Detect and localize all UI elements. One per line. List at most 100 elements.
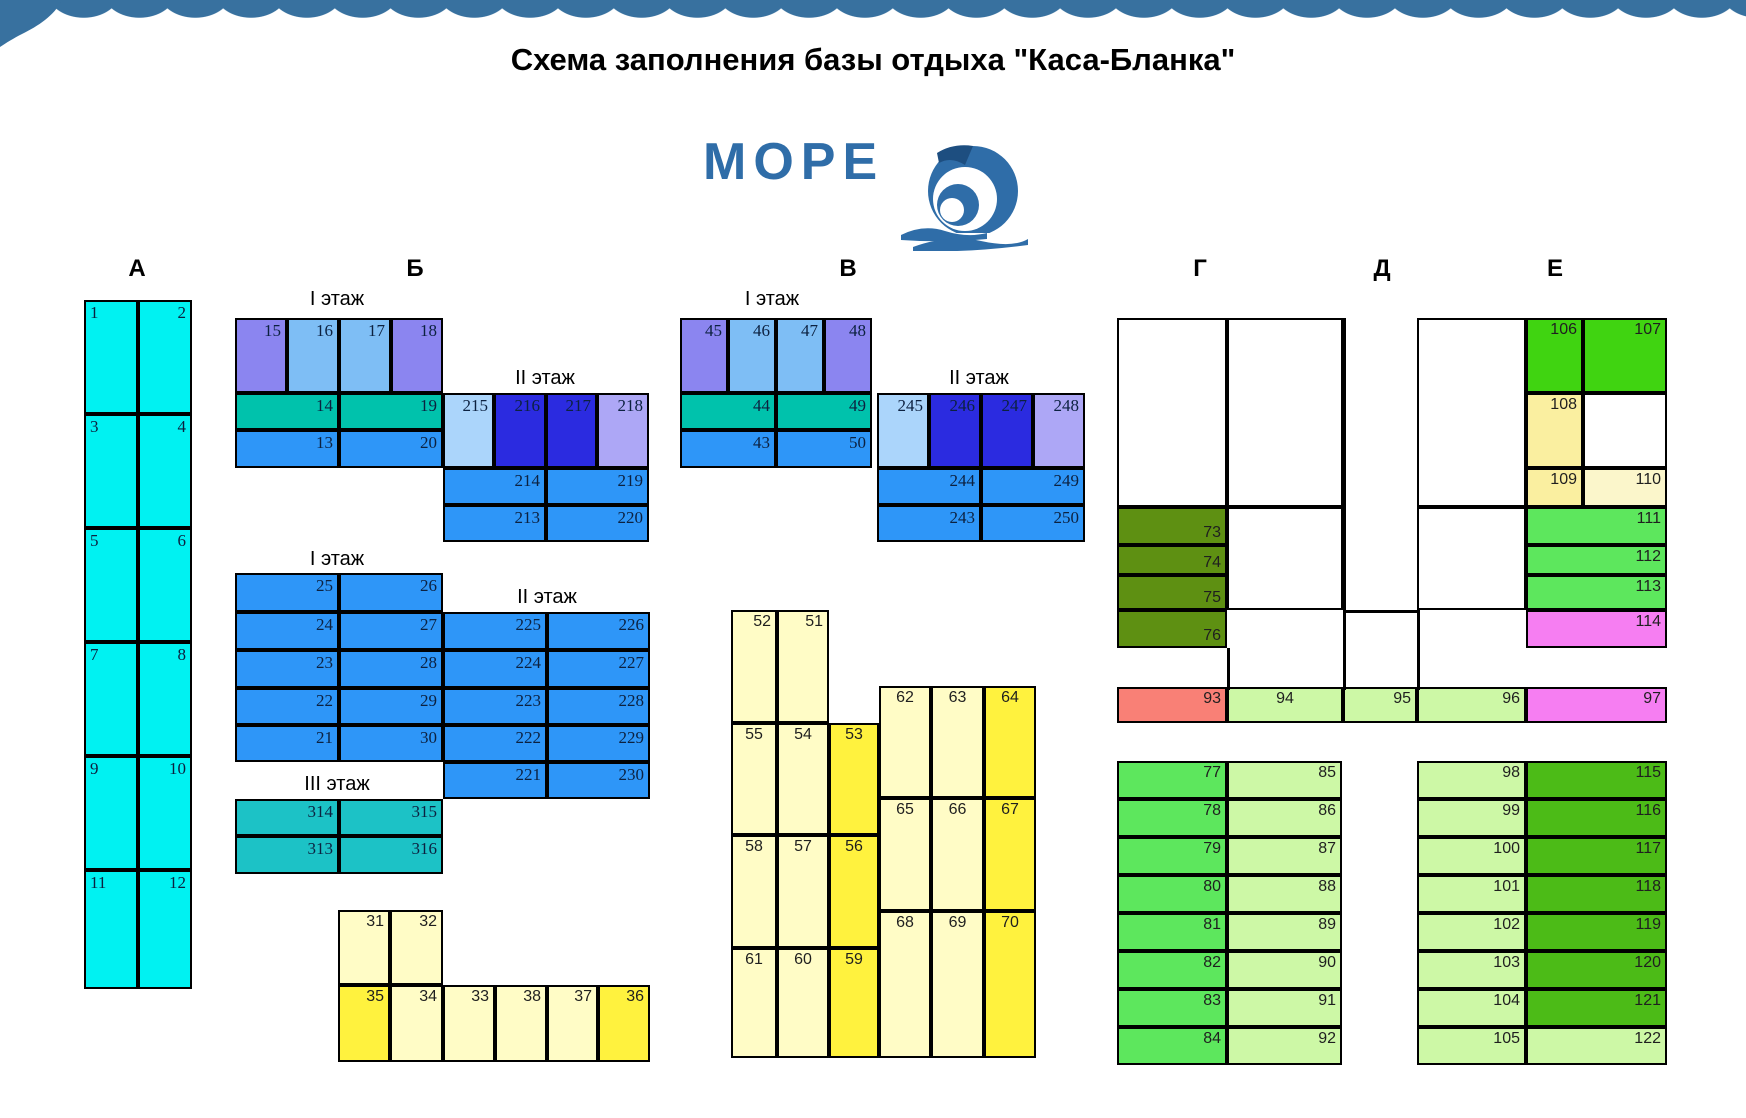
room-number: 52 — [753, 613, 771, 630]
room-228: 228 — [547, 688, 650, 725]
room-313: 313 — [235, 836, 339, 874]
room-number: 113 — [1635, 578, 1661, 595]
floor-label: I этаж — [309, 548, 365, 570]
room-109: 109 — [1526, 468, 1583, 507]
room-number: 222 — [515, 728, 542, 747]
floor-label: II этаж — [517, 586, 577, 608]
room-number: 32 — [419, 913, 437, 930]
room-number: 243 — [949, 508, 976, 527]
room-number: 1 — [90, 303, 99, 322]
room-number: 66 — [948, 801, 967, 818]
room-number: 96 — [1502, 690, 1520, 707]
room-number: 215 — [462, 396, 489, 415]
room-250: 250 — [981, 505, 1085, 542]
room-number: 73 — [1203, 523, 1221, 541]
room-13: 13 — [235, 430, 339, 468]
room-58: 58 — [731, 835, 777, 948]
room-number: 31 — [366, 913, 384, 930]
room-112: 112 — [1526, 545, 1667, 575]
room-number: 84 — [1203, 1030, 1221, 1047]
room-91: 91 — [1227, 989, 1342, 1027]
room-5: 5 — [84, 528, 138, 642]
room-number: 92 — [1318, 1030, 1336, 1047]
room-number: 93 — [1203, 690, 1221, 707]
room-number: 104 — [1493, 992, 1520, 1009]
grid-line — [1227, 648, 1230, 690]
empty-cell — [1227, 507, 1343, 610]
room-number: 79 — [1203, 840, 1221, 857]
room-number: 24 — [316, 615, 333, 634]
room-115: 115 — [1526, 761, 1667, 799]
room-31: 31 — [338, 910, 390, 985]
room-number: 87 — [1318, 840, 1336, 857]
floor-label: III этаж — [304, 773, 370, 795]
room-65: 65 — [879, 798, 931, 911]
room-21: 21 — [235, 725, 339, 762]
room-55: 55 — [731, 723, 777, 835]
room-number: 9 — [90, 759, 99, 778]
room-29: 29 — [339, 688, 443, 725]
room-number: 218 — [617, 396, 644, 415]
room-number: 114 — [1635, 613, 1661, 630]
room-34: 34 — [390, 985, 443, 1062]
room-number: 88 — [1318, 878, 1336, 895]
room-93: 93 — [1117, 687, 1227, 723]
room-number: 121 — [1634, 992, 1661, 1009]
room-114: 114 — [1526, 610, 1667, 648]
room-25: 25 — [235, 573, 339, 612]
room-number: 62 — [896, 689, 914, 706]
room-number: 35 — [366, 988, 384, 1005]
room-number: 37 — [574, 988, 592, 1005]
room-number: 220 — [617, 508, 644, 527]
room-number: 101 — [1493, 878, 1520, 895]
room-95: 95 — [1343, 687, 1417, 723]
room-59: 59 — [829, 948, 879, 1058]
room-number: 60 — [794, 951, 812, 968]
room-30: 30 — [339, 725, 443, 762]
room-number: 105 — [1493, 1030, 1520, 1047]
room-number: 223 — [515, 691, 542, 710]
room-315: 315 — [339, 799, 443, 836]
room-2: 2 — [138, 300, 192, 414]
room-19: 19 — [339, 393, 443, 430]
room-number: 59 — [845, 951, 863, 968]
empty-cell — [1417, 318, 1526, 507]
room-214: 214 — [443, 468, 546, 505]
room-4: 4 — [138, 414, 192, 528]
room-number: 77 — [1203, 764, 1221, 781]
room-103: 103 — [1417, 951, 1526, 989]
room-number: 117 — [1635, 840, 1661, 857]
room-48: 48 — [824, 318, 872, 393]
room-number: 109 — [1550, 471, 1577, 488]
room-106: 106 — [1526, 318, 1583, 393]
room-116: 116 — [1526, 799, 1667, 837]
room-number: 74 — [1203, 553, 1221, 571]
room-number: 17 — [368, 321, 385, 340]
room-44: 44 — [680, 393, 776, 430]
room-number: 4 — [177, 417, 187, 436]
room-217: 217 — [546, 393, 597, 468]
room-111: 111 — [1526, 507, 1667, 545]
room-number: 95 — [1393, 690, 1411, 707]
room-244: 244 — [877, 468, 981, 505]
room-229: 229 — [547, 725, 650, 762]
room-number: 16 — [316, 321, 333, 340]
room-7: 7 — [84, 642, 138, 756]
room-number: 47 — [801, 321, 818, 340]
room-76: 76 — [1117, 610, 1227, 648]
room-number: 248 — [1053, 396, 1080, 415]
room-number: 228 — [618, 691, 645, 710]
room-number: 27 — [420, 615, 437, 634]
room-12: 12 — [138, 870, 192, 989]
room-number: 68 — [896, 914, 914, 931]
building-header-В: В — [839, 255, 857, 282]
room-107: 107 — [1583, 318, 1667, 393]
room-number: 33 — [471, 988, 489, 1005]
room-104: 104 — [1417, 989, 1526, 1027]
room-20: 20 — [339, 430, 443, 468]
room-number: 67 — [1001, 801, 1019, 818]
room-number: 89 — [1318, 916, 1336, 933]
room-number: 112 — [1635, 548, 1661, 565]
room-118: 118 — [1526, 875, 1667, 913]
